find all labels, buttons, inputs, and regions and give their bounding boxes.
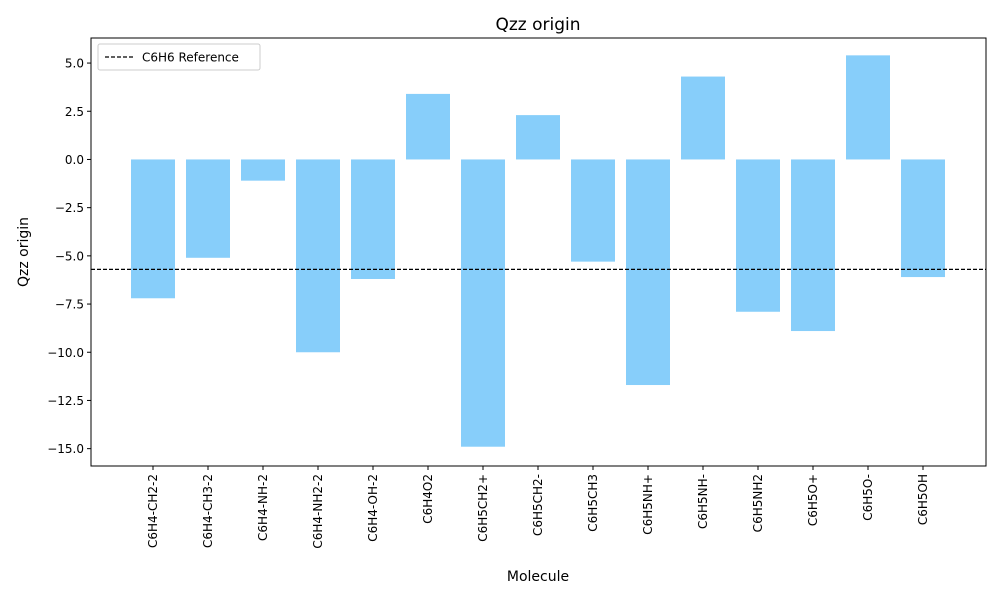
x-tick-label: C6H4-CH2-2 — [146, 474, 160, 548]
x-tick-label: C6H4-OH-2 — [366, 474, 380, 542]
y-axis: 5.0 2.5 0.0 −2.5 −5.0 −7.5 −10.0 −12.5 −15.0 — [47, 57, 91, 456]
bar-c6h5ch2- — [516, 115, 560, 160]
x-tick-label: C6H5CH2+ — [476, 474, 490, 542]
x-tick-label: C6H4O2 — [421, 474, 435, 524]
x-tick-label: C6H4-CH3-2 — [201, 474, 215, 548]
bars-group — [131, 55, 945, 447]
y-axis-label: Qzz origin — [16, 217, 32, 287]
x-tick-label: C6H5OH — [916, 474, 930, 525]
bar-c6h4-ch2-2 — [131, 159, 175, 299]
bar-c6h4-ch3-2 — [186, 159, 230, 258]
bar-c6h5nh- — [681, 76, 725, 160]
legend-box — [97, 43, 261, 71]
legend: C6H6 Reference — [97, 43, 261, 71]
x-tick-label: C6H5O- — [861, 474, 875, 521]
bar-c6h5nh2 — [736, 159, 780, 312]
x-tick-label: C6H5O+ — [806, 474, 820, 526]
x-tick-label: C6H5CH3 — [586, 474, 600, 532]
y-tick-label: −2.5 — [55, 201, 84, 215]
bar-c6h4-nh2-2 — [296, 159, 340, 353]
y-tick-label: 5.0 — [65, 57, 84, 71]
bar-c6h5nh- — [626, 159, 670, 386]
y-tick-label: 2.5 — [65, 105, 84, 119]
chart-title: Qzz origin — [495, 15, 580, 35]
x-tick-label: C6H4-NH2-2 — [311, 474, 325, 549]
legend-reference-label: C6H6 Reference — [142, 51, 239, 65]
y-tick-label: −10.0 — [47, 346, 84, 360]
x-axis: C6H4-CH2-2 C6H4-CH3-2 C6H4-NH-2 C6H4-NH2-2 C… — [146, 466, 930, 549]
y-tick-label: −5.0 — [55, 249, 84, 263]
x-tick-label: C6H5CH2- — [531, 474, 545, 536]
bar-c6h5o- — [846, 55, 890, 160]
y-tick-label: −12.5 — [47, 394, 84, 408]
x-tick-label: C6H5NH- — [696, 474, 710, 529]
bar-c6h4o2 — [406, 93, 450, 160]
x-axis-label: Molecule — [507, 569, 569, 585]
bar-c6h5ch3 — [571, 159, 615, 262]
y-tick-label: −15.0 — [47, 442, 84, 456]
bar-c6h5o- — [791, 159, 835, 332]
y-tick-label: 0.0 — [65, 153, 84, 167]
y-tick-label: −7.5 — [55, 298, 84, 312]
bar-c6h5ch2- — [461, 159, 505, 447]
bar-c6h4-oh-2 — [351, 159, 395, 279]
bar-c6h4-nh-2 — [241, 159, 285, 181]
x-tick-label: C6H5NH+ — [641, 474, 655, 535]
bar-c6h5oh — [901, 159, 945, 278]
x-tick-label: C6H5NH2 — [751, 474, 765, 532]
x-tick-label: C6H4-NH-2 — [256, 474, 270, 541]
